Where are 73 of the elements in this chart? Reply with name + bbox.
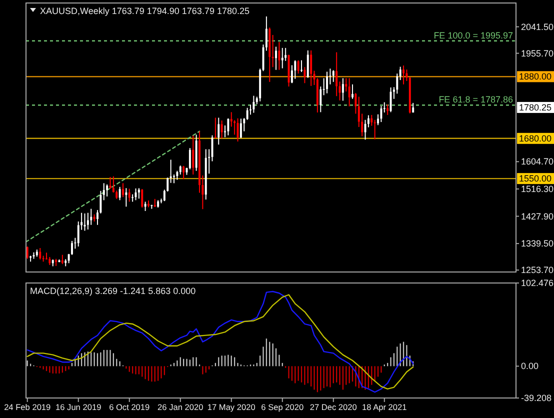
candlestick: [294, 60, 296, 80]
candlestick: [370, 114, 373, 126]
candlestick: [138, 188, 140, 200]
x-tick-label: 24 Feb 2019: [4, 402, 52, 412]
candlestick: [390, 86, 392, 113]
candlestick: [374, 119, 376, 140]
ref-line-label: FE 61.8 = 1787.86: [438, 94, 513, 105]
y-tick-label: 1253.70: [521, 265, 554, 276]
candlestick: [26, 246, 28, 260]
candlestick: [218, 117, 220, 146]
candlestick: [182, 165, 185, 180]
y-tick-label: 1516.30: [521, 184, 554, 194]
y-tick-label: 102.476: [521, 278, 554, 288]
x-tick-label: 26 Jan 2020: [158, 402, 204, 412]
candlestick: [192, 135, 194, 176]
candlestick: [61, 254, 64, 265]
y-tick-label: -39.208: [521, 393, 552, 403]
candlestick: [348, 78, 350, 107]
candlestick: [128, 188, 130, 202]
candlestick: [306, 50, 309, 78]
candlestick: [320, 86, 322, 113]
candlestick: [338, 81, 341, 101]
candlestick: [252, 95, 255, 114]
y-tick-label: 1339.50: [521, 238, 554, 249]
y-tick-label: 1427.90: [521, 211, 554, 222]
candlestick: [399, 66, 402, 81]
candlestick: [300, 60, 302, 73]
candlestick: [246, 107, 248, 120]
candlestick: [290, 64, 293, 84]
candlestick: [364, 119, 366, 140]
candlestick: [332, 70, 334, 82]
candlestick: [144, 201, 146, 212]
candlestick: [220, 120, 223, 139]
y-tick-label: 1604.70: [521, 156, 554, 167]
candlestick: [278, 42, 280, 70]
x-tick-label: 18 Apr 2021: [362, 402, 408, 412]
candlestick: [297, 60, 300, 74]
candlestick: [406, 69, 408, 82]
x-tick-label: 6 Oct 2019: [109, 402, 150, 412]
y-tick-label: 1955.70: [521, 48, 554, 58]
candlestick: [310, 50, 312, 86]
candlestick: [352, 84, 354, 100]
candlestick: [336, 52, 338, 97]
ref-line-label: FE 100.0 = 1995.97: [434, 30, 513, 40]
x-tick-label: 17 May 2020: [207, 402, 256, 412]
candlestick: [380, 105, 382, 123]
candlestick: [227, 118, 230, 136]
candlestick: [118, 186, 121, 201]
candlestick: [275, 46, 277, 70]
candlestick: [102, 182, 105, 201]
candlestick: [386, 104, 389, 116]
candlestick: [345, 78, 348, 92]
candlestick: [304, 66, 306, 84]
candlestick: [141, 188, 144, 208]
candlestick: [86, 212, 89, 230]
candlestick: [170, 159, 172, 184]
candlestick: [354, 92, 357, 114]
candlestick: [326, 71, 328, 94]
candlestick: [125, 188, 128, 208]
y-tick-label: 0.00: [521, 361, 539, 372]
x-tick-label: 16 Jun 2019: [56, 402, 102, 412]
candlestick: [39, 248, 42, 260]
candlestick: [402, 65, 405, 85]
candlestick: [281, 47, 284, 69]
x-tick-label: 6 Sep 2020: [261, 402, 304, 412]
candlestick: [342, 78, 344, 102]
x-tick-label: 27 Dec 2020: [310, 402, 358, 412]
chart-title: MACD(12,26,9) 3.269 -1.241 5.863 0.000: [30, 286, 196, 296]
candlestick: [122, 182, 124, 198]
chart-title: XAUUSD,Weekly 1763.79 1794.90 1763.79 1780.25: [40, 6, 250, 16]
candlestick: [106, 184, 108, 197]
candlestick: [240, 118, 242, 139]
y-tick-label: 2041.50: [521, 22, 554, 32]
